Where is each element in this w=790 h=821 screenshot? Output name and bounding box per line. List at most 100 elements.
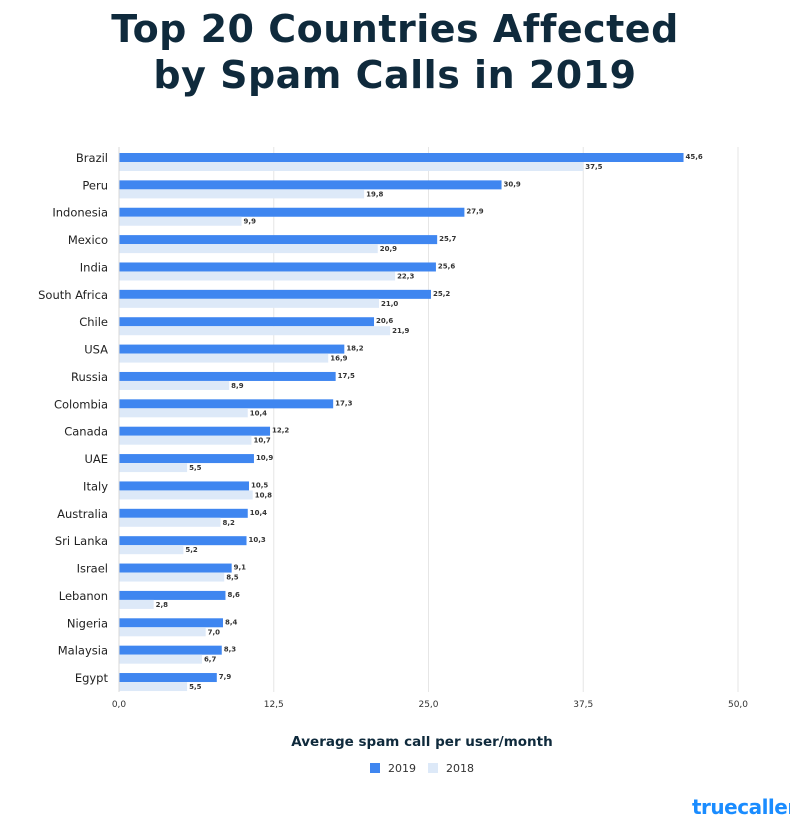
bar-2018 (119, 408, 248, 418)
category-label: Colombia (54, 397, 108, 411)
bar-2018 (119, 517, 221, 527)
data-label-2019: 18,2 (346, 345, 363, 353)
bar-2018 (119, 463, 188, 473)
bar-2018 (119, 189, 365, 199)
data-label-2019: 20,6 (376, 317, 393, 325)
category-label: India (80, 260, 108, 274)
data-label-2018: 8,9 (231, 382, 244, 390)
bar-2019 (119, 207, 465, 217)
bar-2019 (119, 235, 438, 245)
category-label: South Africa (38, 288, 108, 302)
legend-swatch-2018 (428, 763, 438, 773)
bar-2019 (119, 563, 232, 573)
legend-label-2019: 2019 (388, 762, 416, 775)
category-label: Peru (82, 178, 108, 192)
truecaller-logo: truecaller (692, 795, 790, 819)
category-label: Israel (77, 562, 108, 576)
data-label-2019: 17,3 (335, 399, 352, 407)
x-tick-label: 37,5 (573, 700, 593, 710)
data-label-2019: 10,9 (256, 454, 273, 462)
bar-2018 (119, 162, 584, 171)
category-label: Malaysia (58, 644, 108, 658)
data-label-2018: 5,5 (189, 464, 202, 472)
data-label-2019: 9,1 (234, 564, 247, 572)
x-axis-label: Average spam call per user/month (291, 734, 552, 750)
legend-label-2018: 2018 (446, 762, 474, 775)
data-label-2019: 8,6 (227, 591, 240, 599)
data-label-2019: 25,7 (439, 235, 456, 243)
data-label-2019: 10,3 (249, 536, 266, 544)
category-label: Nigeria (67, 616, 108, 630)
category-label: Australia (57, 507, 108, 521)
data-label-2018: 8,5 (226, 574, 239, 582)
data-label-2018: 9,9 (244, 218, 257, 226)
category-label: Lebanon (59, 589, 108, 603)
bar-2019 (119, 536, 247, 546)
data-label-2019: 8,4 (225, 618, 238, 626)
category-label: Mexico (68, 233, 108, 247)
bar-2018 (119, 435, 252, 445)
data-label-2018: 37,5 (585, 163, 602, 171)
bar-2019 (119, 481, 249, 491)
data-label-2019: 10,5 (251, 481, 268, 489)
bar-2018 (119, 599, 154, 609)
data-label-2018: 22,3 (397, 272, 414, 280)
bar-2018 (119, 627, 206, 637)
data-label-2018: 21,0 (381, 300, 398, 308)
bar-2018 (119, 654, 202, 664)
category-label: Chile (79, 315, 108, 329)
data-label-2019: 25,2 (433, 290, 450, 298)
bar-2019 (119, 153, 684, 162)
chart-title-line-2: by Spam Calls in 2019 (153, 53, 637, 97)
bar-2018 (119, 244, 378, 254)
chart-title-line-1: Top 20 Countries Affected (111, 7, 679, 51)
bar-2018 (119, 298, 379, 308)
data-label-2018: 7,0 (208, 628, 221, 636)
x-tick-label: 50,0 (728, 700, 748, 710)
data-label-2018: 2,8 (156, 601, 169, 609)
bar-2018 (119, 490, 253, 500)
bar-2019 (119, 289, 431, 299)
data-label-2019: 27,9 (466, 208, 483, 216)
x-tick-label: 25,0 (418, 700, 438, 710)
data-label-2018: 16,9 (330, 355, 347, 363)
data-label-2018: 5,5 (189, 683, 202, 691)
bar-2018 (119, 545, 184, 555)
data-label-2019: 30,9 (504, 180, 521, 188)
bar-2019 (119, 262, 436, 272)
bar-2018 (119, 572, 225, 582)
data-label-2019: 10,4 (250, 509, 267, 517)
category-label: USA (84, 343, 108, 357)
data-label-2018: 5,2 (185, 546, 198, 554)
bar-2019 (119, 317, 375, 327)
category-label: Sri Lanka (55, 534, 108, 548)
x-tick-label: 0,0 (112, 700, 127, 710)
bar-2019 (119, 673, 217, 683)
data-label-2019: 8,3 (224, 646, 237, 654)
data-label-2019: 45,6 (686, 153, 703, 161)
data-label-2018: 21,9 (392, 327, 409, 335)
bar-2019 (119, 645, 222, 655)
category-label: Indonesia (52, 206, 108, 220)
bar-2018 (119, 353, 329, 363)
category-label: Italy (83, 479, 108, 493)
data-label-2018: 19,8 (366, 190, 383, 198)
category-label: UAE (84, 452, 108, 466)
data-label-2019: 17,5 (338, 372, 355, 380)
bar-2019 (119, 180, 502, 190)
bar-2018 (119, 271, 396, 281)
bar-2018 (119, 216, 242, 226)
legend-swatch-2019 (370, 763, 380, 773)
bar-2019 (119, 371, 336, 381)
bar-2019 (119, 618, 223, 628)
category-label: Egypt (75, 671, 109, 685)
chart-title: Top 20 Countries Affected by Spam Calls … (0, 6, 790, 98)
data-label-2018: 20,9 (380, 245, 397, 253)
bar-2019 (119, 590, 226, 600)
data-label-2018: 6,7 (204, 656, 217, 664)
category-label: Russia (71, 370, 108, 384)
data-label-2018: 10,7 (253, 437, 270, 445)
bar-2019 (119, 426, 271, 436)
data-label-2019: 7,9 (219, 673, 232, 681)
